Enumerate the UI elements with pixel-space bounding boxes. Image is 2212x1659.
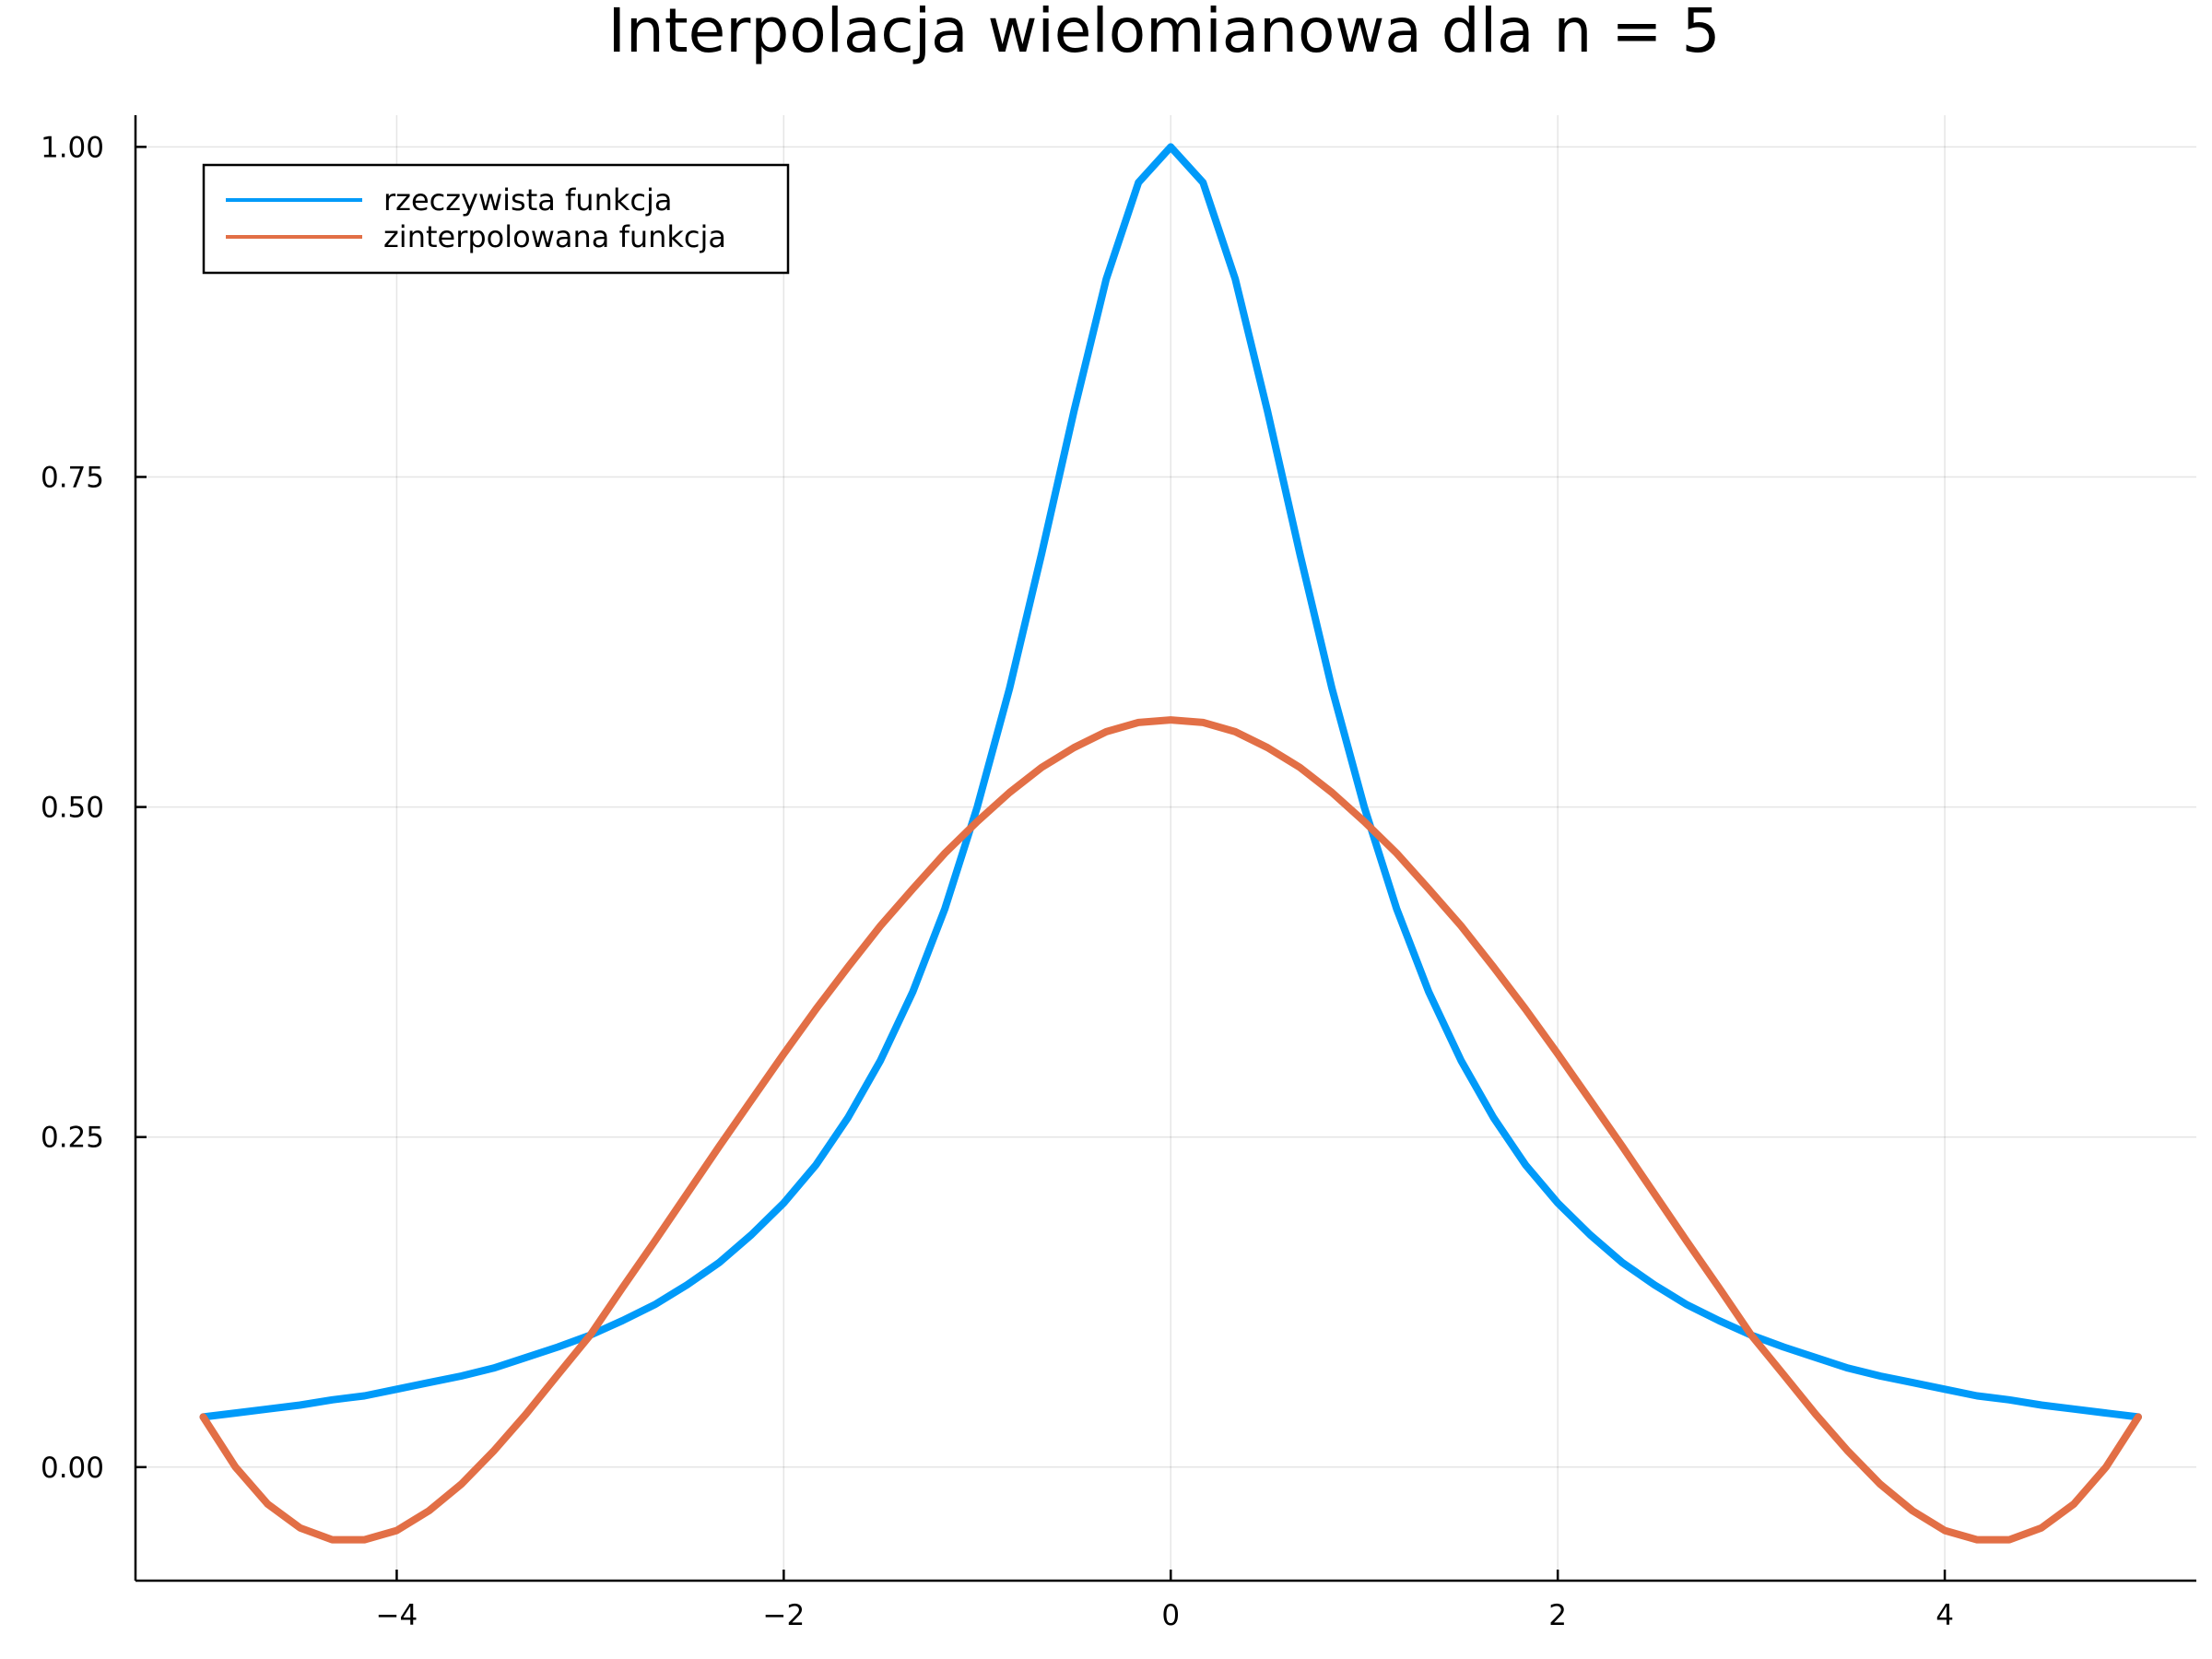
x-tick-label: −2 <box>762 1599 805 1632</box>
x-tick-label: 2 <box>1548 1599 1567 1632</box>
series-line-2 <box>199 716 2142 1544</box>
y-tick-label: 0.75 <box>41 461 104 494</box>
x-tick-label: 0 <box>1161 1599 1180 1632</box>
y-tick-label: 0.50 <box>41 792 104 825</box>
series-line-1 <box>199 143 2142 1421</box>
y-tick-label: 1.00 <box>41 131 104 164</box>
legend-box <box>202 163 790 275</box>
series-layer <box>199 143 2142 1544</box>
legend-label: zinterpolowana funkcja <box>383 219 726 254</box>
ticks: −4 −2 0 2 4 0.00 0.25 0.50 0.75 1.00 <box>41 131 1954 1632</box>
legend-label: rzeczywista funkcja <box>383 182 672 218</box>
chart-title: Interpolacja wielomianowa dla n = 5 <box>607 0 1720 66</box>
x-tick-label: 4 <box>1936 1599 1954 1632</box>
y-tick-label: 0.25 <box>41 1122 104 1155</box>
x-tick-label: −4 <box>376 1599 418 1632</box>
y-tick-label: 0.00 <box>41 1452 104 1485</box>
axes <box>134 115 2196 1583</box>
